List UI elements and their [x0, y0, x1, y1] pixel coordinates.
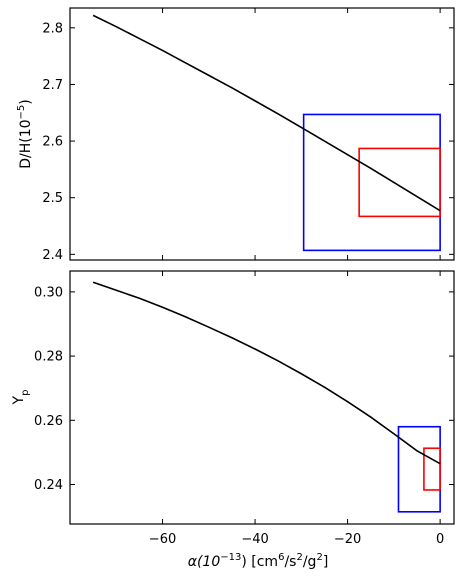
top-ytick-label: 2.8 — [42, 21, 63, 36]
bottom-constraint-box-2 — [423, 447, 441, 491]
bottom-y-axis-label: Yp — [11, 390, 31, 406]
top-axes-frame — [69, 7, 455, 261]
xtick-label: 0 — [436, 532, 444, 547]
bottom-y-ticks: 0.24 0.26 0.28 0.30 — [34, 285, 454, 493]
top-constraint-box-2 — [358, 147, 441, 218]
bottom-ytick-label: 0.24 — [34, 478, 63, 493]
bottom-constraint-box-1 — [397, 425, 441, 513]
bottom-ytick-label: 0.30 — [34, 285, 63, 300]
bottom-ytick-label: 0.28 — [34, 350, 63, 365]
top-constraint-box-1 — [302, 113, 441, 252]
top-x-ticks — [162, 8, 441, 260]
top-ytick-label: 2.6 — [42, 135, 63, 150]
top-y-axis-label: D/H(10−5) — [16, 99, 34, 169]
xtick-label: −40 — [241, 532, 268, 547]
bottom-ytick-label: 0.26 — [34, 414, 63, 429]
top-plot-area — [92, 14, 441, 252]
bottom-panel: 0.24 0.26 0.28 0.30 −60 −40 −20 0 Yp α(10−13) … — [11, 270, 455, 570]
bottom-axes-frame — [69, 270, 455, 525]
top-ytick-label: 2.7 — [42, 78, 63, 93]
xtick-label: −20 — [334, 532, 361, 547]
bottom-plot-area — [92, 281, 441, 513]
bottom-x-ticks: −60 −40 −20 0 — [149, 271, 444, 547]
top-y-ticks: 2.4 2.5 2.6 2.7 2.8 — [42, 21, 454, 263]
top-panel: 2.4 2.5 2.6 2.7 2.8 D/H(10−5) — [16, 7, 455, 263]
xtick-label: −60 — [149, 532, 176, 547]
bottom-series-line-1 — [92, 281, 441, 465]
top-series-line-1 — [92, 14, 441, 212]
top-ytick-label: 2.4 — [42, 248, 63, 263]
top-ytick-label: 2.5 — [42, 191, 63, 206]
x-axis-label: α(10−13) [cm6/s2/g2] — [188, 552, 329, 570]
